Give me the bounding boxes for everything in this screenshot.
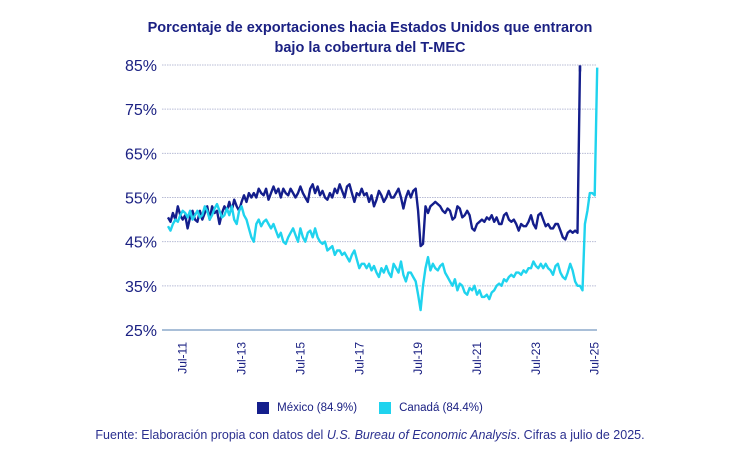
gridlines <box>162 64 597 331</box>
source-prefix: Fuente: Elaboración propia con datos del <box>95 428 327 442</box>
chart-title-line-1: Porcentaje de exportaciones hacia Estado… <box>147 20 593 36</box>
x-tick-label: Jul-23 <box>529 342 543 375</box>
y-axis-ticks: 85% 75% 65% 55% 45% 35% 25% <box>125 58 157 340</box>
x-tick-label: Jul-17 <box>352 342 366 375</box>
legend-swatch-canada <box>379 402 392 414</box>
y-tick-label: 25% <box>125 323 157 340</box>
legend-label-mexico: México (84.9%) <box>277 402 358 414</box>
series-line-canada <box>166 67 599 312</box>
x-axis-ticks: Jul-11 Jul-13 Jul-15 Jul-17 Jul-19 Jul-21 Jul-… <box>176 342 602 375</box>
y-tick-label: 35% <box>125 279 157 296</box>
x-tick-label: Jul-25 <box>588 342 602 375</box>
legend-item-mexico: México (84.9%) <box>257 402 357 414</box>
x-tick-label: Jul-21 <box>470 342 484 375</box>
x-tick-label: Jul-19 <box>411 342 425 375</box>
source-note: Fuente: Elaboración propia con datos del… <box>0 428 740 442</box>
x-tick-label: Jul-13 <box>235 342 249 375</box>
y-tick-label: 85% <box>125 58 157 75</box>
legend-label-canada: Canadá (84.4%) <box>399 402 483 414</box>
series-line-mexico <box>166 65 582 248</box>
y-tick-label: 65% <box>125 146 157 163</box>
chart-title-line-2: bajo la cobertura del T-MEC <box>274 40 466 56</box>
source-institution: U.S. Bureau of Economic Analysis <box>326 428 517 442</box>
series-lines <box>166 65 599 312</box>
y-tick-label: 45% <box>125 235 157 252</box>
chart-title: Porcentaje de exportaciones hacia Estado… <box>0 18 740 58</box>
line-chart: 85% 75% 65% 55% 45% 35% 25% Jul-11 Jul-13 Jul-15… <box>125 58 602 375</box>
y-tick-label: 75% <box>125 102 157 119</box>
source-suffix: . Cifras a julio de 2025. <box>516 428 645 442</box>
x-tick-label: Jul-11 <box>176 342 190 374</box>
x-tick-label: Jul-15 <box>293 342 307 375</box>
legend-item-canada: Canadá (84.4%) <box>379 402 483 414</box>
y-tick-label: 55% <box>125 191 157 208</box>
legend-swatch-mexico <box>257 402 270 414</box>
legend: México (84.9%) Canadá (84.4%) <box>0 402 740 414</box>
